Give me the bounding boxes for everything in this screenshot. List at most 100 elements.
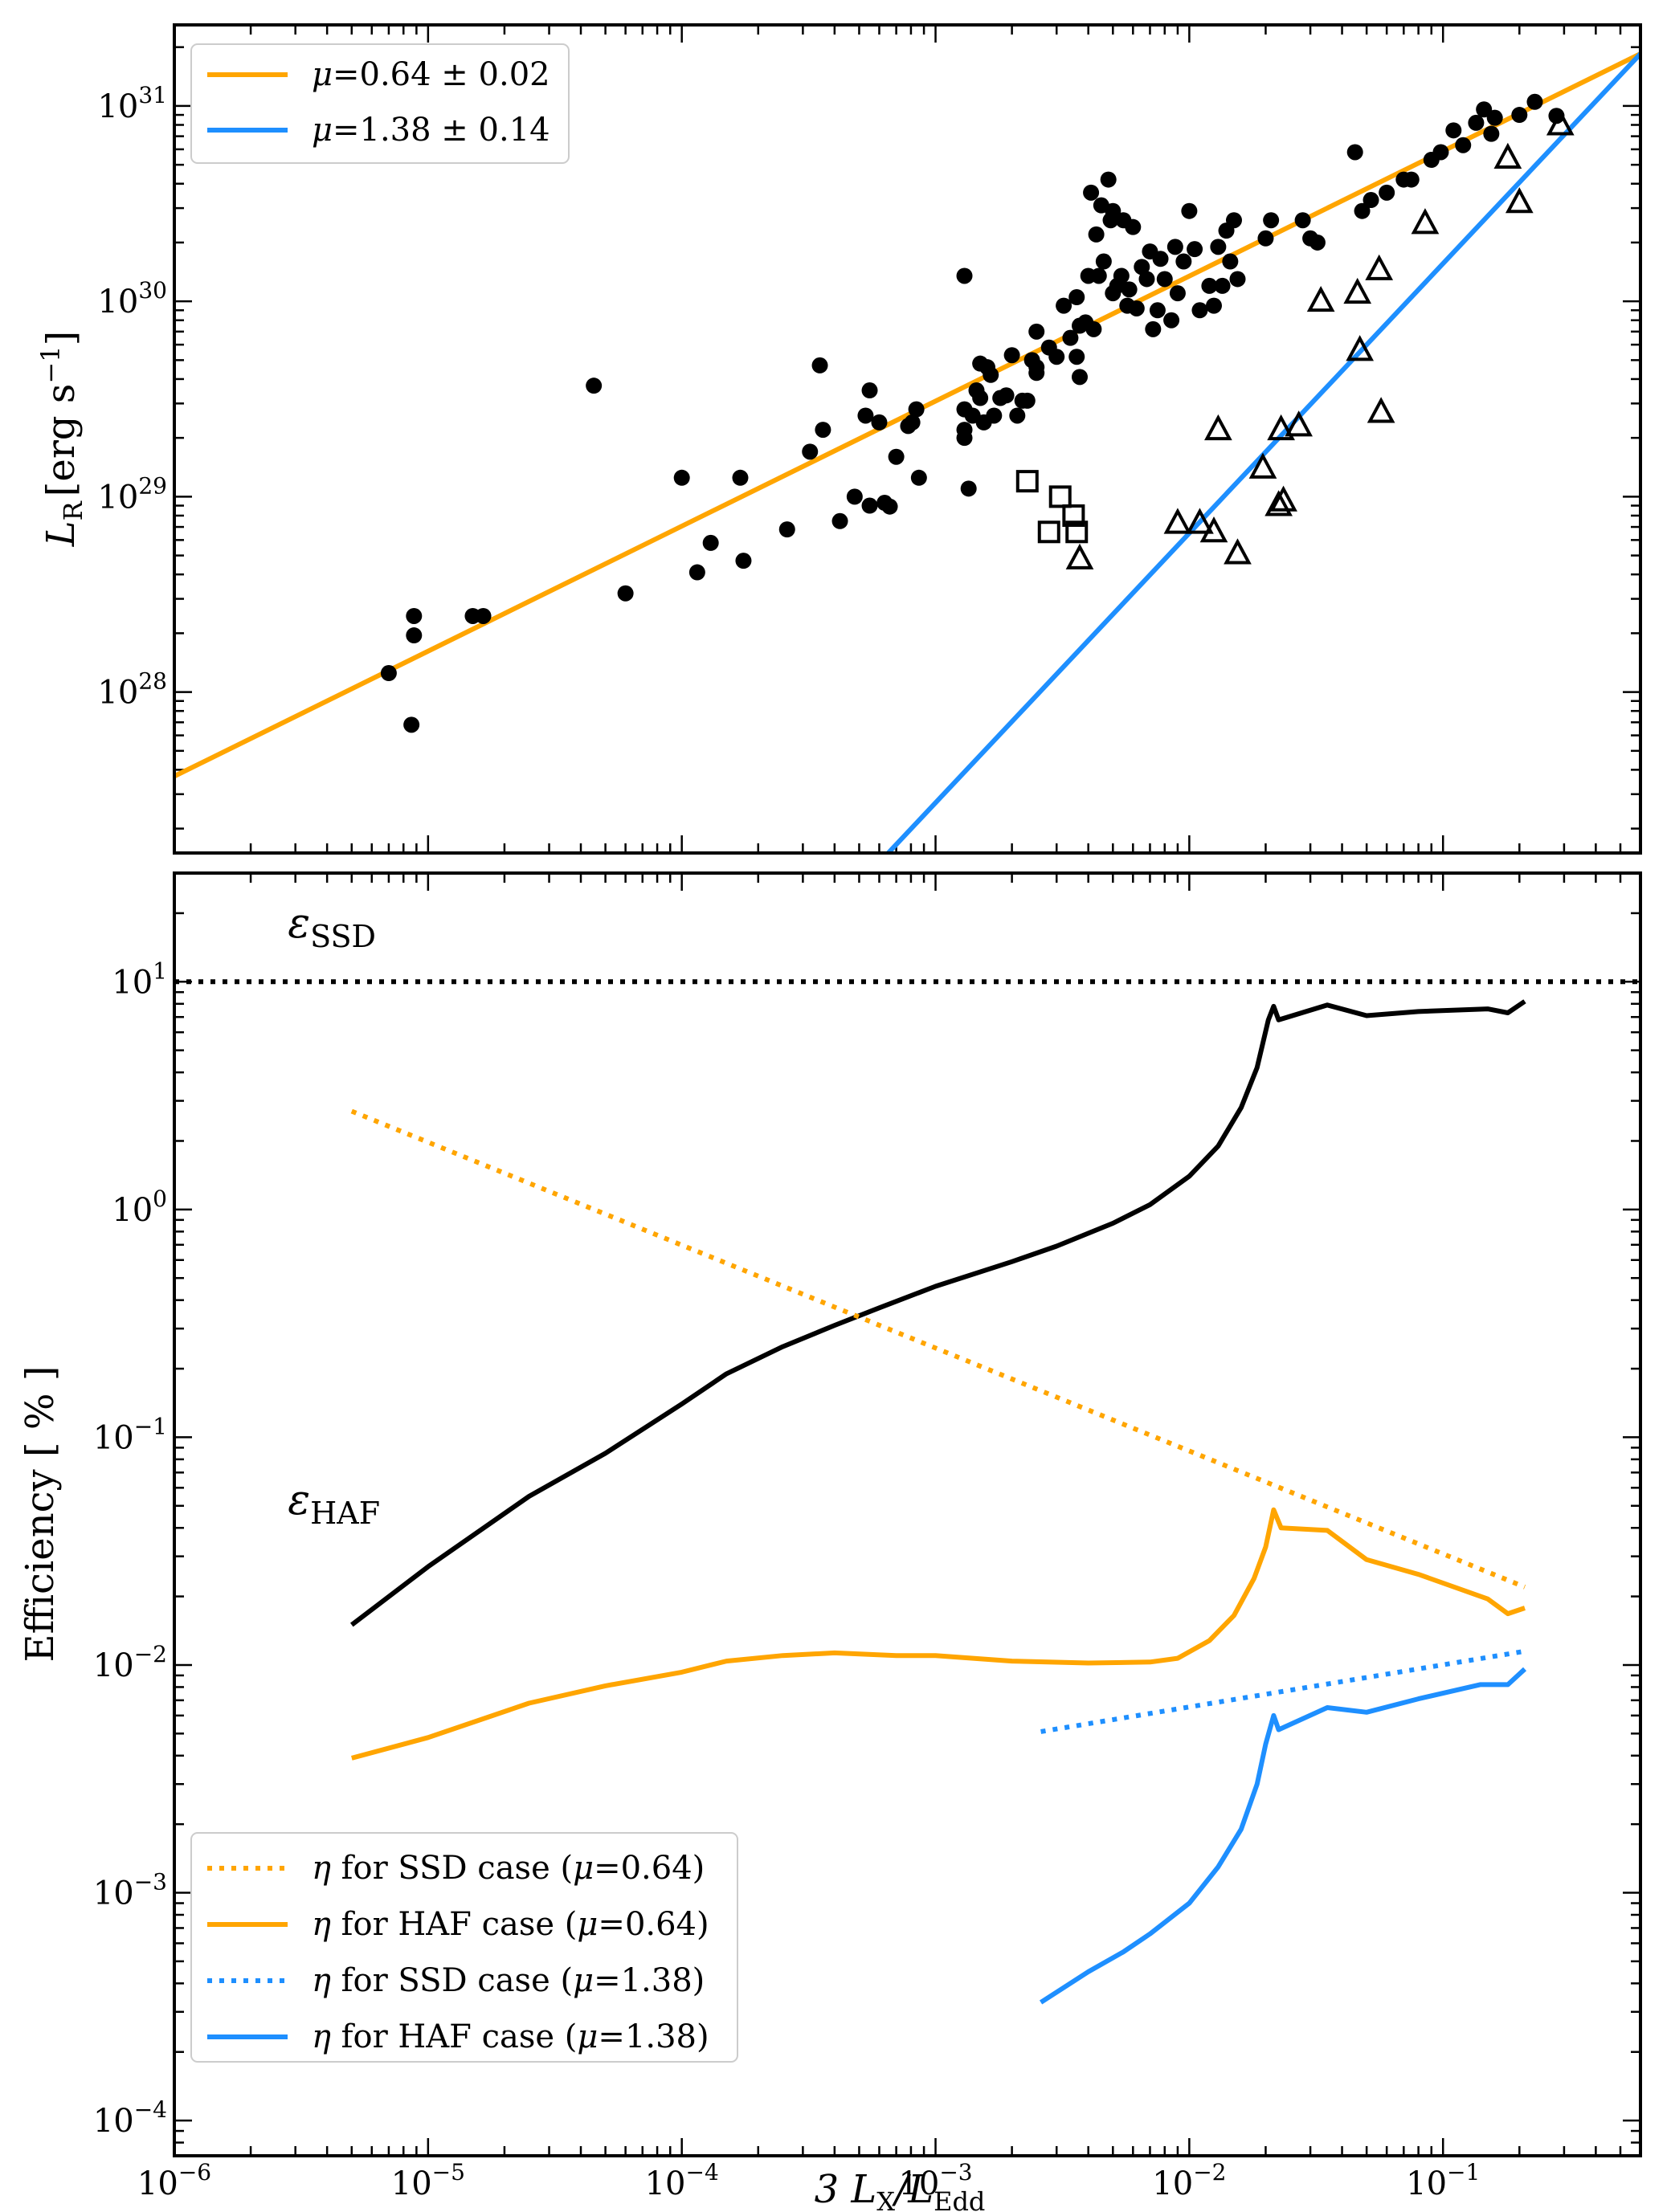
annotation-epsilon-ssd: εSSD (288, 900, 376, 954)
y-tick-label: 10−3 (93, 1869, 167, 1912)
data-point-circle (1476, 101, 1493, 118)
data-point-circle (1526, 93, 1543, 110)
y-tick-label: 10−4 (93, 2096, 167, 2140)
data-point-triangle (1199, 516, 1228, 543)
data-point-circle (1134, 259, 1150, 275)
data-point-triangle (1493, 142, 1522, 169)
data-point-circle (1175, 253, 1192, 270)
data-point-circle (735, 553, 752, 569)
legend-label-mu138: μ=1.38 ± 0.14 (312, 112, 550, 149)
data-point-circle (861, 382, 878, 399)
data-point-circle (1121, 281, 1138, 298)
data-point-circle (1486, 109, 1503, 126)
data-point-circle (1088, 226, 1105, 243)
x-tick-label: 10−4 (645, 2159, 719, 2202)
data-point-circle (1354, 202, 1371, 219)
xlabel-mid: /L (892, 2167, 934, 2212)
data-point-circle (1149, 302, 1166, 319)
data-point-circle (972, 390, 989, 406)
x-tick-label: 10−5 (391, 2159, 465, 2202)
data-point-circle (1048, 349, 1065, 365)
data-point-circle (1083, 184, 1100, 201)
x-tick-label: 10−3 (898, 2159, 972, 2202)
data-point-triangle (1285, 410, 1313, 437)
fit-line-0 (174, 51, 1640, 779)
data-point-circle (1138, 271, 1155, 288)
data-point-triangle (1306, 285, 1335, 312)
data-point-circle (475, 607, 492, 624)
data-point-circle (1363, 192, 1379, 209)
data-point-circle (1191, 302, 1208, 319)
y-tick-label: 101 (112, 957, 167, 1001)
series-line-eta-ssd-064 (350, 1108, 1526, 1590)
data-point-circle (802, 443, 819, 460)
data-point-circle (1225, 212, 1242, 229)
top-y-tick-labels: 1028 1029 1030 1031 (97, 82, 167, 712)
y-tick-label: 10−1 (93, 1413, 167, 1456)
data-point-circle (1187, 241, 1203, 258)
data-point-circle (815, 422, 831, 439)
data-point-circle (1201, 277, 1218, 294)
data-point-circle (908, 401, 925, 418)
data-point-circle (986, 407, 1003, 424)
bottom-legend-box (190, 1832, 738, 2063)
data-point-circle (1095, 253, 1112, 270)
data-point-circle (1090, 267, 1107, 284)
ylabel-exp: −1 (35, 345, 66, 383)
data-point-circle (617, 585, 634, 602)
ylabel-main: L (39, 520, 84, 547)
bottom-series-lines (174, 979, 1640, 2005)
xlabel-sub-edd: Edd (934, 2186, 985, 2212)
series-line-eta-haf-138 (1039, 1667, 1527, 2005)
data-point-circle (1105, 202, 1121, 219)
data-point-circle (888, 448, 905, 465)
data-point-triangle (1264, 490, 1293, 516)
data-point-triangle (1248, 452, 1277, 479)
data-point-circle (956, 430, 973, 447)
data-point-circle (1068, 349, 1085, 365)
ylabel-close: ] (39, 331, 84, 346)
data-point-circle (956, 267, 973, 284)
data-point-circle (1009, 407, 1026, 424)
data-point-triangle (1065, 543, 1094, 569)
data-point-circle (1071, 369, 1088, 386)
data-point-circle (1222, 253, 1239, 270)
data-point-circle (1062, 329, 1079, 346)
top-data-points (380, 93, 1575, 733)
data-point-circle (688, 564, 705, 581)
data-point-circle (1128, 300, 1145, 316)
bottom-x-axis-label: 3 LX/LEdd (815, 2167, 986, 2212)
data-point-circle (1100, 171, 1117, 188)
data-point-circle (380, 665, 397, 682)
data-point-circle (846, 488, 863, 505)
bottom-legend: η for SSD case (μ=0.64) η for HAF case (… (190, 1832, 738, 2063)
data-point-circle (406, 627, 423, 644)
data-point-triangle (1346, 335, 1375, 361)
data-point-circle (1455, 137, 1472, 153)
series-line-eps-haf (349, 999, 1526, 1627)
data-point-circle (1403, 171, 1420, 188)
legend-label-haf-138: η for HAF case (μ=1.38) (312, 2018, 709, 2055)
data-point-square (1048, 485, 1072, 508)
data-point-triangle (1367, 397, 1395, 423)
data-point-circle (1483, 125, 1500, 142)
data-point-circle (403, 716, 420, 733)
data-point-circle (1257, 230, 1274, 247)
legend-label-haf-064: η for HAF case (μ=0.64) (312, 1906, 709, 1943)
data-point-triangle (1505, 187, 1534, 214)
data-point-circle (811, 357, 828, 373)
data-point-circle (1511, 107, 1528, 124)
bottom-plot-frame (173, 871, 1642, 2157)
x-tick-label: 10−1 (1406, 2159, 1480, 2202)
data-point-circle (1125, 218, 1142, 235)
series-line-eta-ssd-138 (1040, 1648, 1526, 1734)
legend-label-ssd-138: η for SSD case (μ=1.38) (312, 1962, 705, 1999)
bottom-y-axis-label: Efficiency [ % ] (18, 1366, 63, 1663)
data-point-circle (1346, 144, 1363, 161)
data-point-circle (1152, 251, 1169, 267)
y-tick-label: 1029 (97, 472, 167, 516)
data-point-triangle (1186, 508, 1214, 534)
data-point-square (1037, 520, 1060, 544)
data-point-circle (732, 469, 749, 486)
